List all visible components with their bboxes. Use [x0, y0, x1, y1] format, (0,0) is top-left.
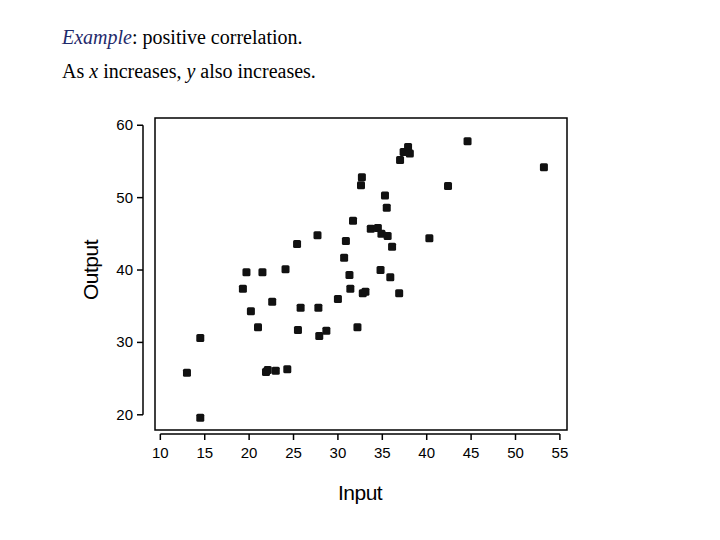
point — [272, 367, 280, 375]
point — [388, 243, 396, 251]
point — [383, 204, 391, 212]
x-tick — [426, 434, 428, 440]
point — [425, 234, 433, 242]
point — [264, 366, 272, 374]
plot-frame — [155, 118, 567, 430]
point — [406, 149, 414, 157]
x-axis-label: Input — [338, 481, 383, 504]
x-axis-line — [160, 433, 560, 435]
point — [314, 304, 322, 312]
y-tick — [137, 124, 143, 126]
point — [361, 288, 369, 296]
point — [358, 173, 366, 181]
x-tick-label: 20 — [241, 444, 258, 461]
point — [386, 273, 394, 281]
x-tick — [559, 434, 561, 440]
x-tick — [293, 434, 295, 440]
y-tick-label: 20 — [116, 406, 133, 423]
point — [345, 271, 353, 279]
point — [294, 326, 302, 334]
point — [367, 225, 375, 233]
y-tick-label: 40 — [116, 261, 133, 278]
point — [540, 163, 548, 171]
title: Example: positive correlation. — [61, 26, 303, 49]
point — [282, 265, 290, 273]
x-tick — [470, 434, 472, 440]
point — [377, 266, 385, 274]
y-tick-label: 60 — [116, 116, 133, 133]
point — [334, 295, 342, 303]
x-tick-label: 30 — [330, 444, 347, 461]
x-tick-label: 50 — [507, 444, 524, 461]
point — [384, 232, 392, 240]
x-tick-label: 35 — [374, 444, 391, 461]
x-tick-label: 45 — [463, 444, 480, 461]
point — [357, 181, 365, 189]
y-tick-label: 50 — [116, 189, 133, 206]
point — [239, 285, 247, 293]
point — [283, 365, 291, 373]
point — [268, 298, 276, 306]
x-tick — [160, 434, 162, 440]
point — [464, 137, 472, 145]
x-tick — [515, 434, 517, 440]
point — [293, 240, 301, 248]
point — [183, 369, 191, 377]
point — [444, 182, 452, 190]
y-tick — [137, 342, 143, 344]
x-tick — [337, 434, 339, 440]
x-tick-label: 55 — [552, 444, 569, 461]
y-axis-label: Output — [79, 239, 102, 300]
point — [313, 231, 321, 239]
x-tick-label: 15 — [196, 444, 213, 461]
x-tick-label: 10 — [152, 444, 169, 461]
point — [315, 332, 323, 340]
point — [196, 334, 204, 342]
point — [247, 307, 255, 315]
y-tick — [137, 414, 143, 416]
x-tick — [248, 434, 250, 440]
point — [349, 217, 357, 225]
point — [196, 414, 204, 422]
subtitle: As x increases, y also increases. — [62, 60, 316, 83]
point — [254, 323, 262, 331]
point — [381, 191, 389, 199]
point — [346, 285, 354, 293]
point — [258, 268, 266, 276]
point — [297, 304, 305, 312]
point — [342, 237, 350, 245]
x-tick-label: 40 — [418, 444, 435, 461]
point — [395, 289, 403, 297]
x-tick — [382, 434, 384, 440]
y-tick-label: 30 — [116, 333, 133, 350]
point — [322, 327, 330, 335]
point — [242, 268, 250, 276]
point — [340, 254, 348, 262]
point — [396, 156, 404, 164]
x-tick — [204, 434, 206, 440]
points — [183, 137, 548, 422]
chart: Example: positive correlation. As x incre… — [0, 0, 720, 540]
y-tick — [137, 197, 143, 199]
point — [353, 323, 361, 331]
y-tick — [137, 269, 143, 271]
x-tick-label: 25 — [285, 444, 302, 461]
